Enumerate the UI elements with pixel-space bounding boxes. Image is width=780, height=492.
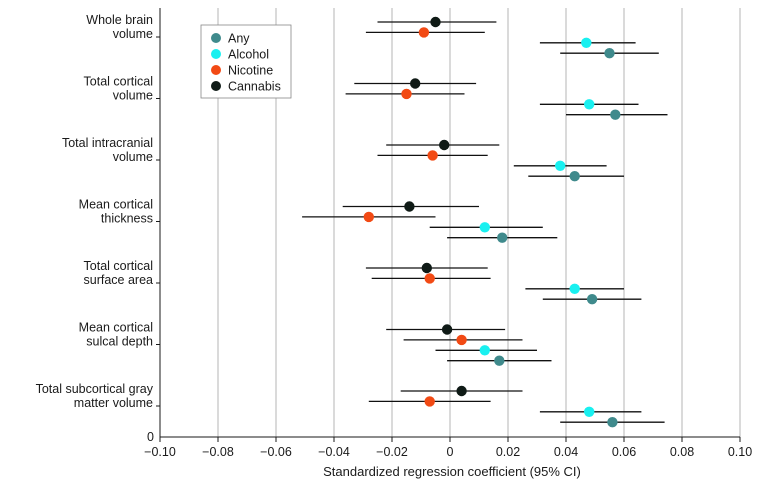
gridlines <box>217 8 741 437</box>
point-estimate <box>401 88 412 100</box>
point-estimate <box>439 139 450 151</box>
point-estimate <box>456 334 467 346</box>
axes: −0.10 −0.08 −0.06 −0.04 −0.02 0 0.02 0.04 0.06 0.… <box>144 8 752 459</box>
category-label: Total intracranial <box>62 136 153 150</box>
x-axis-title: Standardized regression coefficient (95%… <box>323 464 581 479</box>
category-label: Total subcortical gray <box>36 382 154 396</box>
point-estimate <box>581 37 592 48</box>
category-label: Mean cortical <box>79 198 153 212</box>
point-estimate <box>456 385 467 397</box>
x-tick-label: 0.10 <box>728 445 752 459</box>
category-label: Whole brain <box>86 13 153 27</box>
point-estimate <box>569 283 580 294</box>
point-estimate <box>584 99 595 110</box>
point-estimate <box>569 171 580 182</box>
x-tick-label: 0.08 <box>670 445 694 459</box>
point-estimate <box>607 417 618 428</box>
legend-label: Any <box>228 32 250 46</box>
point-estimate <box>424 396 435 407</box>
x-tick-label: 0 <box>447 445 454 459</box>
point-estimate <box>418 27 430 38</box>
legend-marker <box>211 49 221 59</box>
x-tick-label: −0.02 <box>376 445 408 459</box>
category-label: Total cortical <box>84 75 153 89</box>
point-estimate <box>586 294 598 305</box>
x-tick-label: −0.04 <box>318 445 350 459</box>
point-estimate <box>604 48 615 59</box>
point-estimate <box>410 78 421 89</box>
category-label: volume <box>113 150 153 164</box>
x-tick-label: −0.08 <box>202 445 234 459</box>
y-tick-label: 0 <box>147 430 154 444</box>
x-tick-label: 0.06 <box>612 445 636 459</box>
category-label: matter volume <box>74 396 153 410</box>
category-label: volume <box>113 89 153 103</box>
point-estimate <box>479 222 490 233</box>
legend: Any Alcohol Nicotine Cannabis <box>200 24 292 99</box>
x-tick-label: −0.06 <box>260 445 292 459</box>
x-tick-label: 0.02 <box>496 445 520 459</box>
point-estimate <box>610 109 621 120</box>
point-estimate <box>421 262 432 274</box>
category-label: thickness <box>101 212 153 226</box>
point-estimate <box>441 324 453 335</box>
category-label: sulcal depth <box>86 335 153 349</box>
x-tick-label: −0.10 <box>144 445 176 459</box>
point-estimate <box>363 211 374 223</box>
category-label: Mean cortical <box>79 321 153 335</box>
legend-marker <box>211 33 221 43</box>
category-label: Total cortical <box>84 259 153 273</box>
category-label: surface area <box>84 273 154 287</box>
legend-label: Alcohol <box>228 48 269 62</box>
legend-label: Nicotine <box>228 64 273 78</box>
legend-marker <box>211 65 221 75</box>
point-estimate <box>479 345 490 356</box>
point-estimate <box>584 406 595 417</box>
point-estimate <box>430 16 441 28</box>
x-tick-label: 0.04 <box>554 445 578 459</box>
point-estimate <box>404 201 415 212</box>
data-marks <box>302 16 668 428</box>
point-estimate <box>427 150 438 161</box>
point-estimate <box>497 232 508 243</box>
category-label: volume <box>113 27 153 41</box>
point-estimate <box>555 160 566 171</box>
legend-label: Cannabis <box>228 80 281 94</box>
point-estimate <box>494 355 505 366</box>
point-estimate <box>424 273 435 284</box>
legend-marker <box>211 81 221 91</box>
